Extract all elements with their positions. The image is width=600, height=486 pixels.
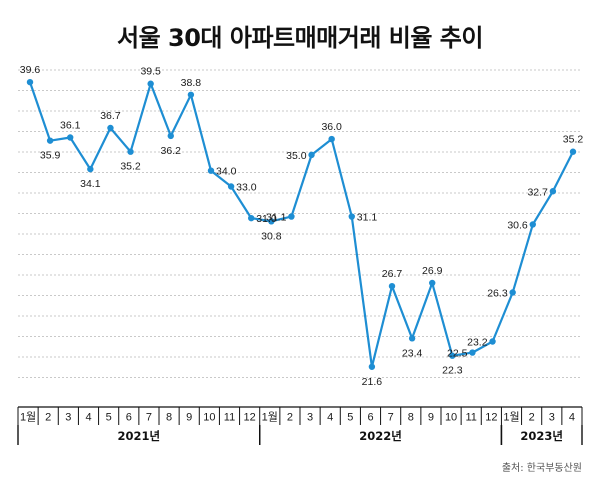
month-tick-label: 1월 xyxy=(20,411,36,424)
month-tick-label: 11 xyxy=(224,412,235,424)
month-tick-label: 7 xyxy=(388,412,394,424)
source-note: 출처: 한국부동산원 xyxy=(501,463,582,474)
data-point xyxy=(167,132,174,140)
data-label: 22.3 xyxy=(442,365,463,377)
data-label: 39.5 xyxy=(140,66,161,78)
data-label: 31.1 xyxy=(357,212,378,224)
data-point xyxy=(107,124,114,132)
data-label: 32.7 xyxy=(527,186,548,198)
month-tick-label: 3 xyxy=(549,412,555,424)
data-point xyxy=(388,282,396,290)
data-point xyxy=(26,78,34,86)
data-point xyxy=(268,218,275,225)
data-label: 39.6 xyxy=(20,64,41,76)
month-tick-label: 10 xyxy=(203,412,215,424)
month-tick-label: 4 xyxy=(327,412,333,424)
data-label: 35.9 xyxy=(40,150,61,162)
series-line-layer xyxy=(28,81,574,368)
data-label: 23.4 xyxy=(402,347,423,359)
data-point xyxy=(127,148,134,155)
data-point xyxy=(308,151,315,159)
year-label: 2023년 xyxy=(520,429,563,443)
data-label: 30.8 xyxy=(261,230,282,242)
data-point xyxy=(368,363,376,370)
data-point xyxy=(67,134,74,141)
month-tick-label: 11 xyxy=(466,412,477,424)
month-tick-label: 8 xyxy=(408,412,414,424)
month-tick-label: 10 xyxy=(445,412,457,424)
month-tick-label: 2 xyxy=(529,412,535,424)
data-point xyxy=(248,214,255,222)
data-point xyxy=(328,135,335,143)
year-label: 2022년 xyxy=(359,429,402,443)
data-label: 26.7 xyxy=(382,268,403,280)
x-axis: 1월 2 3 4 5 6 7 8 9 10 11 12 1월 2 3 4 5 6 7 8 9 10 11 12 1월 2 3 4 202… xyxy=(17,406,583,445)
month-tick-label: 3 xyxy=(65,412,71,424)
month-tick-label: 3 xyxy=(307,412,313,424)
data-label: 21.6 xyxy=(362,376,383,388)
data-label: 36.2 xyxy=(161,145,182,157)
month-tick-label: 1월 xyxy=(503,411,519,424)
month-tick-label: 4 xyxy=(85,412,91,424)
data-point xyxy=(348,213,355,220)
month-tick-label: 5 xyxy=(106,412,112,424)
data-label: 34.0 xyxy=(216,166,237,178)
data-point xyxy=(87,165,94,173)
data-label: 34.1 xyxy=(80,178,101,190)
data-point xyxy=(549,188,557,195)
month-tick-label: 12 xyxy=(485,412,497,424)
month-tick-label: 5 xyxy=(347,412,353,424)
data-label: 26.9 xyxy=(422,265,443,277)
data-label: 38.8 xyxy=(181,77,202,89)
data-point xyxy=(288,213,295,220)
year-label: 2021년 xyxy=(118,429,161,443)
data-point xyxy=(509,289,516,296)
data-point xyxy=(489,338,496,345)
data-label: 35.0 xyxy=(286,150,307,162)
data-point xyxy=(46,137,54,144)
month-tick-label: 9 xyxy=(186,412,192,424)
data-label: 30.6 xyxy=(507,219,528,231)
data-label: 31.0 xyxy=(256,213,277,225)
month-tick-label: 4 xyxy=(569,412,575,424)
data-label: 36.0 xyxy=(321,121,342,133)
data-label: 36.7 xyxy=(100,110,121,122)
data-point xyxy=(207,167,215,174)
month-tick-label: 7 xyxy=(146,412,152,424)
data-label: 22.5 xyxy=(447,348,468,360)
data-point-layer xyxy=(26,78,577,370)
data-label: 23.2 xyxy=(467,336,488,348)
series-line xyxy=(28,81,574,368)
chart-title: 서울 30대 아파트매매거래 비율 추이 xyxy=(117,24,483,52)
month-tick-label: 6 xyxy=(367,412,373,424)
data-point xyxy=(147,80,154,87)
data-label: 33.0 xyxy=(236,182,257,194)
month-tick-label: 12 xyxy=(244,412,256,424)
data-label: 31.1 xyxy=(266,212,287,224)
data-label: 35.2 xyxy=(120,161,141,173)
month-tick-label: 8 xyxy=(166,412,172,424)
data-label-layer: 39.6 35.9 36.1 34.1 36.7 35.2 39.5 36.2 38.8 34.0… xyxy=(20,64,584,388)
data-point xyxy=(227,183,235,190)
data-point xyxy=(469,349,476,356)
data-label: 35.2 xyxy=(563,134,584,146)
month-tick-label: 6 xyxy=(126,412,132,424)
data-point xyxy=(187,91,195,98)
data-point xyxy=(429,279,436,287)
data-point xyxy=(569,148,577,155)
data-point xyxy=(408,335,416,342)
month-tick-label: 9 xyxy=(428,412,434,424)
data-label: 36.1 xyxy=(60,119,81,131)
month-tick-label: 2 xyxy=(287,412,293,424)
data-point xyxy=(529,221,536,228)
month-tick-label: 2 xyxy=(45,412,51,424)
data-point xyxy=(449,352,456,359)
month-tick-label: 1월 xyxy=(262,411,278,424)
data-label: 26.3 xyxy=(487,287,508,299)
